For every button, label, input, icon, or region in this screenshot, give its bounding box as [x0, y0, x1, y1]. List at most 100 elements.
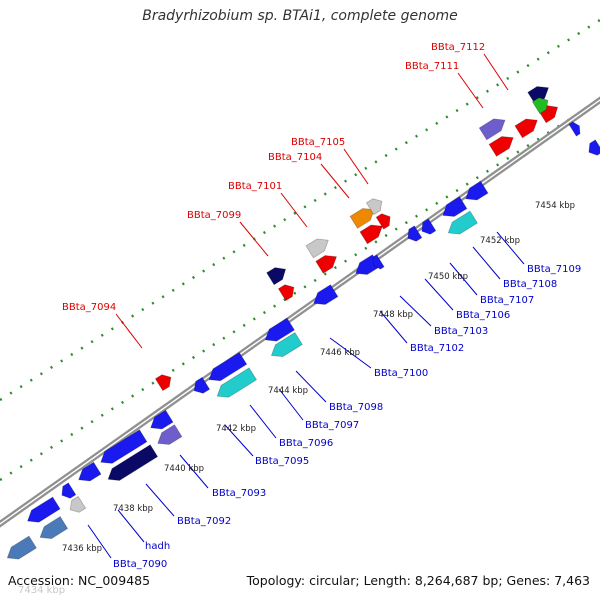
genome-summary: Topology: circular; Length: 8,264,687 bp… [246, 573, 590, 588]
gene-label-reverse[interactable]: BBta_7107 [480, 295, 534, 306]
map-title: Bradyrhizobium sp. BTAi1, complete genom… [142, 8, 458, 24]
gene-label-reverse[interactable]: BBta_7102 [410, 343, 464, 354]
gene-bbta-7090b[interactable] [27, 496, 61, 523]
gene-bbta-7094[interactable] [154, 374, 172, 392]
gene-bbta-7103[interactable] [407, 225, 423, 242]
leader-line [424, 278, 454, 311]
gene-bbta-7102b[interactable] [372, 254, 385, 270]
gene-bbta-7104[interactable] [349, 208, 375, 229]
scale-labels: 7436 kbp 7438 kbp 7440 kbp 7442 kbp 7444 kbp… [62, 201, 575, 554]
leader-line [399, 295, 432, 327]
gene-bbta-7092b[interactable] [100, 429, 148, 464]
gene-label-reverse[interactable]: BBta_7106 [456, 310, 510, 321]
gene-edge-1[interactable] [568, 121, 581, 137]
gene-label-forward[interactable]: BBta_7094 [62, 302, 116, 313]
gene-label-reverse[interactable]: BBta_7090 [113, 559, 167, 570]
leader-line [115, 313, 143, 349]
gene-label-reverse[interactable]: BBta_7097 [305, 420, 359, 431]
tick-rows [0, 18, 600, 482]
leader-line [87, 524, 112, 559]
gene-label-forward[interactable]: BBta_7112 [431, 42, 485, 53]
gene-bbta-7095a[interactable] [193, 376, 211, 394]
gene-bbta-7108[interactable] [447, 210, 478, 235]
scale-label: 7442 kbp [216, 424, 256, 434]
gene-bbta-7090[interactable] [6, 535, 37, 560]
gene-bbta-7097[interactable] [264, 317, 295, 342]
scale-label: 7446 kbp [320, 348, 360, 358]
gene-bbta-7091[interactable] [69, 495, 87, 513]
gene-label-forward[interactable]: BBta_7111 [405, 61, 459, 72]
gene-bbta-7099b[interactable] [277, 284, 295, 302]
scale-label: 7436 kbp [62, 544, 102, 554]
gene-label-reverse[interactable]: BBta_7103 [434, 326, 488, 337]
gene-bbta-7091b[interactable] [61, 482, 77, 499]
gene-label-forward[interactable]: BBta_7099 [187, 210, 241, 221]
gene-bbta-7100[interactable] [313, 284, 339, 305]
leader-line [280, 192, 308, 228]
scale-label: 7448 kbp [373, 310, 413, 320]
leader-line [249, 404, 277, 439]
gene-bbta-7092[interactable] [107, 444, 159, 481]
gene-bbta-7105b[interactable] [365, 198, 383, 216]
scale-watermark: 7434 kbp [18, 585, 66, 596]
backbone-inner [0, 99, 600, 525]
gene-hadh[interactable] [39, 516, 69, 540]
gene-label-reverse[interactable]: BBta_7093 [212, 488, 266, 499]
gene-bbta-7112b[interactable] [514, 118, 538, 139]
gene-bbta-7112[interactable] [488, 136, 514, 157]
gene-bbta-7109[interactable] [465, 180, 489, 201]
leader-line [472, 246, 501, 280]
gene-bbta-7093[interactable] [150, 409, 174, 430]
label-leaders [87, 53, 525, 559]
gene-label-reverse[interactable]: BBta_7096 [279, 438, 333, 449]
gene-bbta-7106[interactable] [421, 218, 437, 235]
gene-label-reverse[interactable]: BBta_7092 [177, 516, 231, 527]
scale-label: 7452 kbp [480, 236, 520, 246]
scale-label: 7440 kbp [164, 464, 204, 474]
gene-bbta-7105[interactable] [359, 224, 383, 245]
leader-line [295, 370, 327, 403]
gene-bbta-7096[interactable] [216, 367, 258, 398]
gene-bbta-7099[interactable] [266, 267, 287, 286]
leader-line [496, 231, 525, 265]
accession-text: Accession: NC_009485 [8, 573, 151, 588]
gene-edge-2[interactable] [588, 139, 600, 156]
leader-line [145, 483, 175, 517]
scale-label: 7438 kbp [113, 504, 153, 514]
gene-label-reverse[interactable]: hadh [145, 541, 170, 552]
gene-labels: BBta_7094 BBta_7099 BBta_7101 BBta_7104 BBta… [62, 42, 581, 570]
gene-bbta-7101b[interactable] [315, 255, 338, 274]
scale-label: 7450 kbp [428, 272, 468, 282]
gene-features [6, 86, 600, 560]
scale-label: 7454 kbp [535, 201, 575, 211]
gene-bbta-7093b[interactable] [157, 424, 183, 445]
gene-bbta-7107[interactable] [442, 196, 468, 217]
leader-line [449, 262, 478, 296]
leader-line [329, 337, 372, 369]
gene-bbta-7105c[interactable] [375, 213, 391, 230]
gene-bbta-7092a[interactable] [78, 461, 102, 482]
gene-bbta-7095[interactable] [208, 351, 248, 382]
gene-label-reverse[interactable]: BBta_7095 [255, 456, 309, 467]
leader-line [278, 388, 304, 421]
gene-label-reverse[interactable]: BBta_7098 [329, 402, 383, 413]
gene-bbta-7101[interactable] [305, 238, 329, 259]
leader-line [457, 72, 484, 109]
leader-line [379, 310, 408, 344]
scale-label: 7444 kbp [268, 386, 308, 396]
gene-label-forward[interactable]: BBta_7101 [228, 181, 282, 192]
gene-label-reverse[interactable]: BBta_7100 [374, 368, 428, 379]
gene-label-forward[interactable]: BBta_7105 [291, 137, 345, 148]
gene-bbta-7111[interactable] [478, 118, 506, 141]
leader-line [483, 53, 509, 91]
genome-backbone [0, 96, 600, 528]
gene-label-reverse[interactable]: BBta_7109 [527, 264, 581, 275]
leader-line [117, 509, 145, 543]
gene-bbta-7098[interactable] [270, 332, 303, 358]
gene-label-forward[interactable]: BBta_7104 [268, 152, 322, 163]
leader-line [224, 424, 254, 457]
gene-bbta-7112e[interactable] [531, 97, 549, 115]
gene-label-reverse[interactable]: BBta_7108 [503, 279, 557, 290]
leader-line [343, 148, 369, 185]
